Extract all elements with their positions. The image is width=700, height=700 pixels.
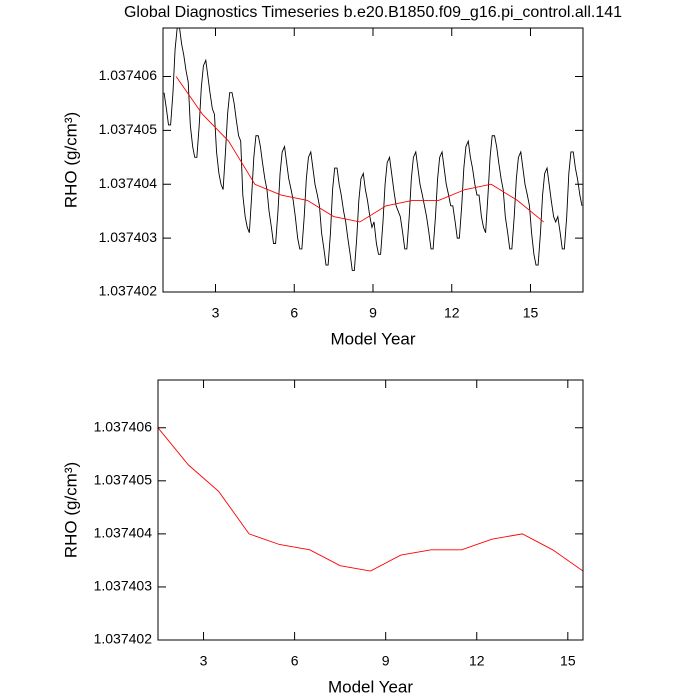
data-line	[175, 76, 544, 223]
x-tick-label: 6	[290, 305, 298, 321]
y-tick-label: 1.037405	[99, 121, 158, 137]
y-tick-label: 1.037403	[99, 229, 158, 245]
x-tick-label: 6	[291, 653, 299, 669]
y-tick-label: 1.037404	[99, 175, 158, 191]
chart-title: Global Diagnostics Timeseries b.e20.B185…	[124, 4, 622, 21]
y-tick-label: 1.037405	[94, 472, 153, 488]
y-tick-label: 1.037403	[94, 578, 153, 594]
x-tick-label: 15	[523, 305, 539, 321]
y-tick-label: 1.037406	[94, 418, 153, 434]
x-tick-label: 9	[382, 653, 390, 669]
x-tick-label: 12	[444, 305, 460, 321]
x-axis-label: Model Year	[330, 329, 415, 348]
y-tick-label: 1.037402	[99, 283, 158, 299]
x-tick-label: 9	[369, 305, 377, 321]
x-tick-label: 3	[212, 305, 220, 321]
data-line	[158, 427, 583, 572]
x-tick-label: 12	[469, 653, 485, 669]
plot-frame	[162, 27, 584, 293]
y-axis-label: RHO (g/cm³)	[61, 462, 80, 558]
data-line	[163, 28, 583, 271]
plot-frame	[157, 379, 584, 641]
x-tick-label: 15	[560, 653, 576, 669]
y-tick-label: 1.037402	[94, 631, 153, 647]
x-tick-label: 3	[200, 653, 208, 669]
x-axis-label: Model Year	[328, 677, 413, 696]
y-tick-label: 1.037406	[99, 67, 158, 83]
y-tick-label: 1.037404	[94, 525, 153, 541]
y-axis-label: RHO (g/cm³)	[61, 112, 80, 208]
